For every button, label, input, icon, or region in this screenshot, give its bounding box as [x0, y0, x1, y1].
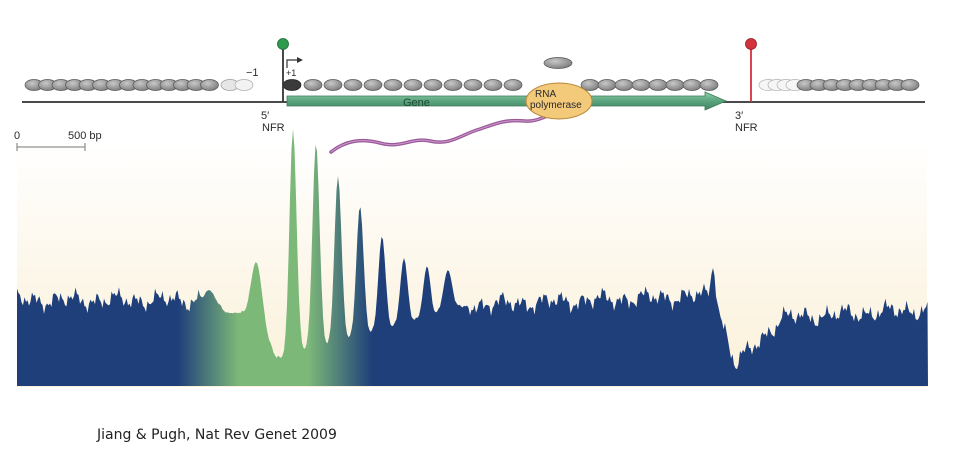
nucleosome — [443, 79, 463, 91]
displaced-nucleosome — [543, 57, 573, 69]
nucleosome — [699, 79, 719, 91]
plus-one-nucleosome-label: +1 — [286, 68, 296, 78]
nucleosome — [614, 79, 634, 91]
scale-bar — [16, 143, 86, 151]
minus-one-nucleosome-label: −1 — [246, 67, 259, 79]
nucleosome — [403, 79, 423, 91]
five-prime-nfr-label: NFR — [262, 122, 285, 134]
three-prime-label: 3′ — [735, 110, 743, 122]
rna-polymerase — [525, 82, 593, 120]
nucleosome — [303, 79, 323, 91]
nucleosome-plus-one — [282, 79, 302, 91]
nucleosome — [682, 79, 702, 91]
nucleosome — [597, 79, 617, 91]
gene-label: Gene — [403, 97, 430, 109]
nucleosome-minus-one — [234, 79, 254, 91]
nucleosome — [423, 79, 443, 91]
nucleosome — [363, 79, 383, 91]
nucleosome — [343, 79, 363, 91]
nucleosome — [900, 79, 920, 91]
nucleosome — [631, 79, 651, 91]
nucleosome-occupancy-profile — [17, 129, 928, 386]
rna-polymerase-label-line1: RNA — [535, 89, 556, 100]
red-pin-icon — [745, 38, 757, 102]
nucleosome — [463, 79, 483, 91]
nucleosome — [323, 79, 343, 91]
nucleosome — [665, 79, 685, 91]
nucleosome — [503, 79, 523, 91]
three-prime-nfr-label: NFR — [735, 122, 758, 134]
arrow-right-icon — [286, 57, 303, 68]
scale-zero-label: 0 — [14, 130, 20, 142]
five-prime-label: 5′ — [261, 110, 269, 122]
nucleosome — [483, 79, 503, 91]
nucleosome — [648, 79, 668, 91]
nucleosome-array — [24, 79, 920, 91]
rna-polymerase-label-line2: polymerase — [530, 100, 582, 111]
gene-arrow — [286, 91, 728, 111]
nucleosome — [383, 79, 403, 91]
scale-500bp-label: 500 bp — [68, 130, 102, 142]
green-pin-icon — [277, 38, 289, 102]
nucleosome — [200, 79, 219, 91]
citation: Jiang & Pugh, Nat Rev Genet 2009 — [97, 427, 337, 443]
